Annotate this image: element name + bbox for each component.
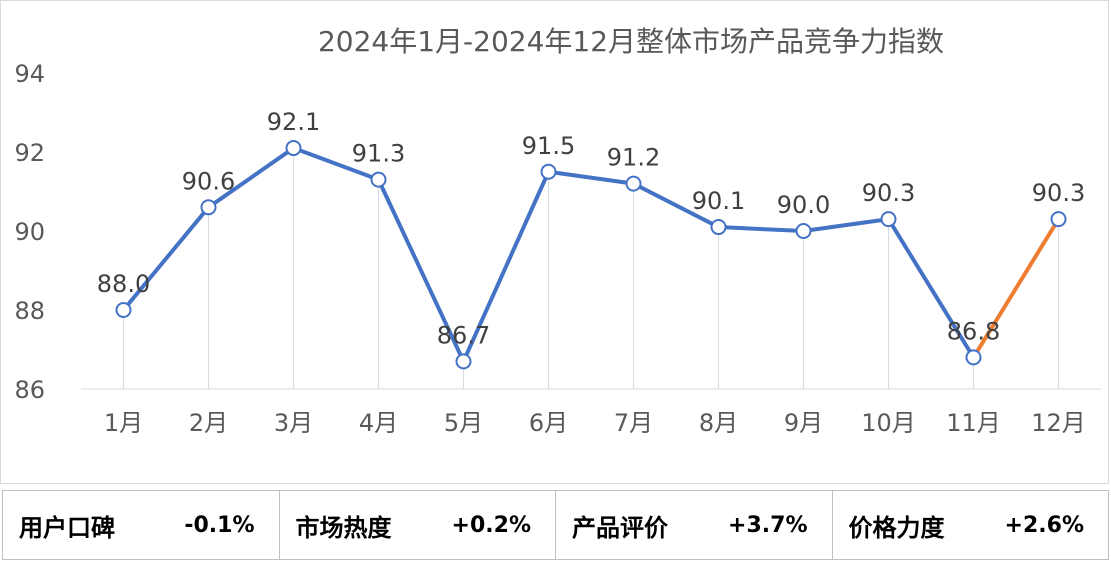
x-axis: 1月 2月 3月 4月 5月 6月 7月 8月 9月 10月 11月 12月 bbox=[81, 388, 1101, 437]
data-label: 86.7 bbox=[437, 321, 490, 349]
data-point bbox=[370, 171, 387, 188]
x-tick-label: 9月 bbox=[784, 409, 823, 437]
data-label: 90.1 bbox=[692, 187, 745, 215]
y-tick-label: 94 bbox=[14, 60, 45, 88]
y-axis: 86 88 90 92 94 bbox=[14, 60, 45, 404]
data-point bbox=[625, 175, 642, 192]
metric-price-strength: 价格力度 +2.6% bbox=[833, 491, 1109, 559]
metric-user-reputation: 用户口碑 -0.1% bbox=[3, 491, 280, 559]
x-tick-label: 2月 bbox=[189, 409, 228, 437]
metric-value: +0.2% bbox=[451, 512, 531, 538]
data-label: 90.3 bbox=[1032, 179, 1085, 207]
data-label: 91.5 bbox=[522, 132, 575, 160]
data-point bbox=[880, 211, 897, 228]
data-labels: 88.0 90.6 92.1 91.3 86.7 91.5 91.2 90.1 90.0 90.3… bbox=[97, 108, 1085, 349]
data-label: 90.0 bbox=[777, 191, 830, 219]
data-label: 91.2 bbox=[607, 144, 660, 172]
data-label: 88.0 bbox=[97, 270, 150, 298]
data-point bbox=[710, 219, 727, 236]
data-point bbox=[965, 349, 982, 366]
y-tick-label: 88 bbox=[14, 297, 45, 325]
x-tick-label: 4月 bbox=[359, 409, 398, 437]
data-label: 92.1 bbox=[267, 108, 320, 136]
data-label: 86.8 bbox=[947, 317, 1000, 345]
line-segment bbox=[886, 217, 976, 360]
data-label: 91.3 bbox=[352, 140, 405, 168]
line-segment bbox=[716, 225, 806, 233]
line-segment bbox=[291, 146, 381, 182]
data-point bbox=[200, 199, 217, 216]
data-point bbox=[455, 353, 472, 370]
x-tick-label: 1月 bbox=[104, 409, 143, 437]
y-tick-label: 92 bbox=[14, 139, 45, 167]
data-point bbox=[1050, 211, 1067, 228]
data-point bbox=[285, 140, 302, 157]
chart-container: 2024年1月-2024年12月整体市场产品竞争力指数 86 88 90 92 94 1… bbox=[0, 0, 1109, 484]
x-tick-label: 5月 bbox=[444, 409, 483, 437]
x-tick-label: 6月 bbox=[529, 409, 568, 437]
metric-label: 产品评价 bbox=[572, 513, 668, 542]
metric-market-heat: 市场热度 +0.2% bbox=[280, 491, 556, 559]
x-tick-label: 3月 bbox=[274, 409, 313, 437]
line-segment bbox=[206, 146, 296, 210]
data-point bbox=[115, 302, 132, 318]
chart-title: 2024年1月-2024年12月整体市场产品竞争力指数 bbox=[318, 25, 944, 58]
line-segment bbox=[546, 169, 636, 186]
data-markers bbox=[115, 140, 1067, 370]
data-label: 90.6 bbox=[182, 167, 235, 195]
metric-value: +3.7% bbox=[728, 512, 808, 538]
line-segment bbox=[376, 177, 466, 364]
line-segment bbox=[121, 205, 211, 312]
data-point bbox=[540, 163, 557, 180]
data-point bbox=[795, 223, 812, 239]
x-tick-label: 12月 bbox=[1031, 409, 1086, 437]
metric-label: 价格力度 bbox=[848, 513, 945, 542]
line-segment bbox=[461, 169, 551, 364]
x-tick-label: 8月 bbox=[699, 409, 738, 437]
line-segment bbox=[631, 181, 721, 230]
y-tick-label: 86 bbox=[14, 376, 45, 404]
line-segment bbox=[801, 217, 891, 233]
x-tick-label: 10月 bbox=[861, 409, 916, 437]
metric-label: 用户口碑 bbox=[19, 513, 115, 542]
metric-label: 市场热度 bbox=[295, 513, 392, 542]
series-line bbox=[121, 146, 1061, 364]
metric-product-rating: 产品评价 +3.7% bbox=[556, 491, 833, 559]
x-tick-label: 11月 bbox=[946, 409, 1001, 437]
metric-value: -0.1% bbox=[184, 512, 255, 538]
metric-value: +2.6% bbox=[1004, 512, 1084, 538]
x-tick-label: 7月 bbox=[614, 409, 653, 437]
line-chart: 2024年1月-2024年12月整体市场产品竞争力指数 86 88 90 92 94 1… bbox=[14, 25, 1101, 437]
highlight-segment bbox=[971, 217, 1061, 360]
y-tick-label: 90 bbox=[14, 218, 45, 246]
data-label: 90.3 bbox=[862, 179, 915, 207]
metrics-bar: 用户口碑 -0.1% 市场热度 +0.2% 产品评价 +3.7% 价格力度 +2… bbox=[2, 490, 1109, 560]
